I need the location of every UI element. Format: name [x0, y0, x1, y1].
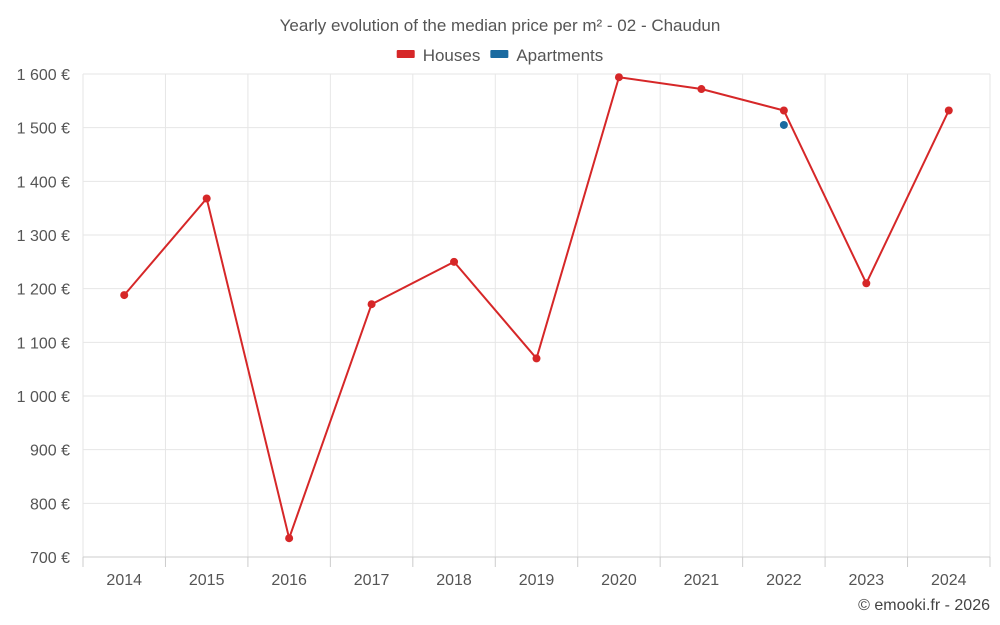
x-tick-label: 2017 [354, 572, 390, 589]
data-point-houses[interactable] [285, 534, 294, 543]
data-point-houses[interactable] [944, 106, 953, 115]
x-tick-label: 2021 [684, 572, 720, 589]
data-point-houses[interactable] [779, 106, 788, 115]
y-tick-label: 1 100 € [17, 335, 70, 352]
data-point-houses[interactable] [202, 194, 211, 203]
y-tick-label: 800 € [30, 496, 70, 513]
y-tick-label: 1 400 € [17, 174, 70, 191]
x-tick-label: 2016 [271, 572, 307, 589]
x-tick-label: 2018 [436, 572, 472, 589]
x-tick-label: 2024 [931, 572, 967, 589]
grid-layer [82, 73, 991, 557]
data-point-houses[interactable] [862, 279, 871, 288]
x-tick-label: 2014 [106, 572, 142, 589]
y-tick-label: 700 € [30, 550, 70, 567]
legend-swatch [490, 50, 509, 58]
legend-label: Houses [423, 46, 481, 65]
y-tick-label: 1 200 € [17, 282, 70, 299]
x-tick-label: 2022 [766, 572, 802, 589]
credit-text: © emooki.fr - 2026 [858, 597, 990, 614]
data-point-houses[interactable] [614, 73, 623, 82]
y-tick-label: 1 000 € [17, 389, 70, 406]
legend-item-apartments[interactable]: Apartments [490, 46, 603, 65]
x-tick-label: 2023 [849, 572, 885, 589]
x-tick-label: 2019 [519, 572, 555, 589]
series-layer [120, 73, 953, 543]
data-point-houses[interactable] [532, 354, 541, 363]
data-point-houses[interactable] [120, 291, 129, 300]
chart-title: Yearly evolution of the median price per… [280, 16, 721, 35]
legend-item-houses[interactable]: Houses [396, 46, 481, 65]
legend-label: Apartments [516, 46, 603, 65]
axis-layer: 700 € 800 € 900 € 1 000 € 1 100 € 1 200 € 1 30… [17, 67, 991, 589]
y-tick-label: 1 500 € [17, 121, 70, 138]
data-point-houses[interactable] [367, 300, 376, 309]
legend: Houses Apartments [396, 46, 603, 65]
y-tick-label: 900 € [30, 443, 70, 460]
data-point-houses[interactable] [697, 85, 706, 94]
data-point-apartments[interactable] [779, 120, 788, 129]
x-tick-label: 2020 [601, 572, 637, 589]
y-tick-label: 1 600 € [17, 67, 70, 84]
y-tick-label: 1 300 € [17, 228, 70, 245]
legend-swatch [396, 50, 415, 58]
x-tick-label: 2015 [189, 572, 225, 589]
data-point-houses[interactable] [450, 257, 459, 266]
